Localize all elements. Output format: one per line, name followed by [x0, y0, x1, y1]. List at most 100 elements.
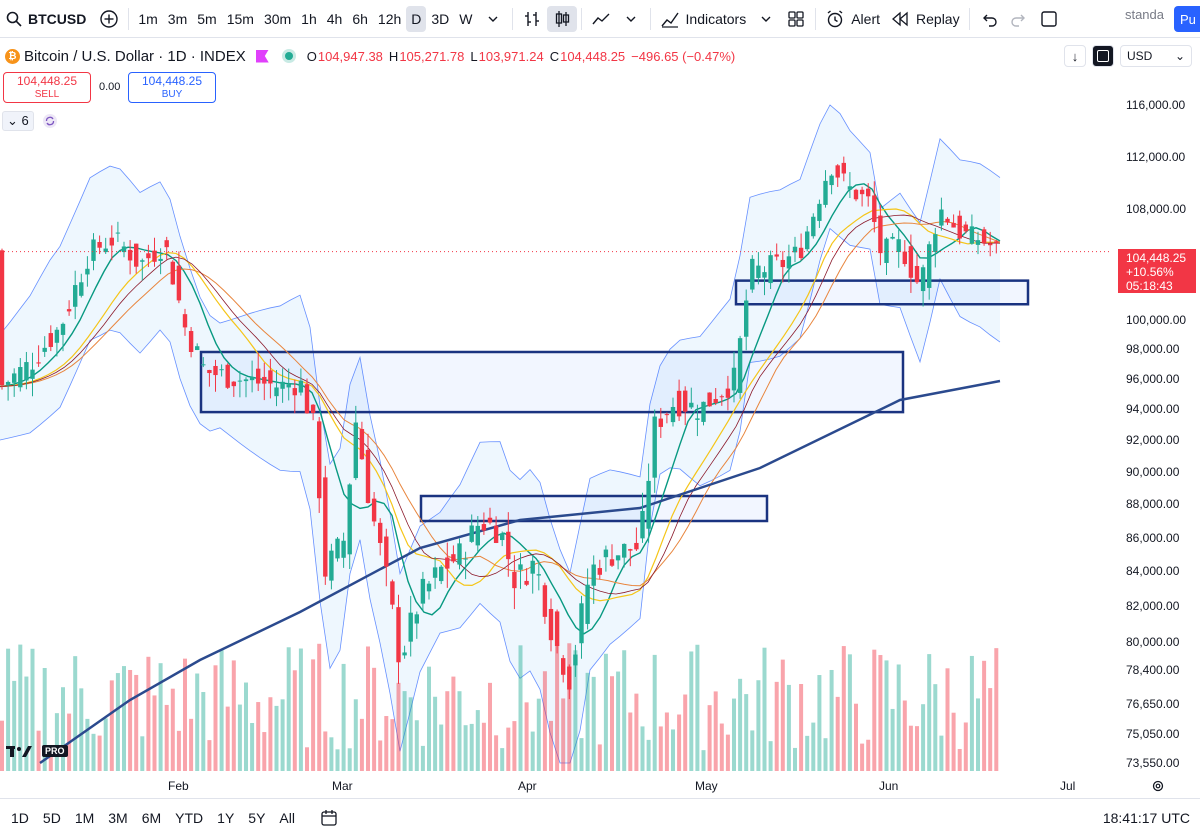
- range-group: 1D 5D 1M 3M 6M YTD 1Y 5Y All: [4, 810, 302, 826]
- price-tick: 78,400.00: [1126, 663, 1180, 677]
- range-ytd[interactable]: YTD: [175, 810, 204, 826]
- interval-5m[interactable]: 5m: [197, 10, 217, 27]
- candle-body: [243, 379, 249, 382]
- candle-body: [835, 165, 840, 178]
- interval-15m[interactable]: 15m: [226, 10, 254, 27]
- publish-button[interactable]: Pu: [1174, 6, 1200, 32]
- volume-bar: [115, 673, 120, 771]
- candle-body: [256, 368, 261, 384]
- candle-body: [939, 209, 944, 226]
- candles-style-button[interactable]: [546, 5, 577, 32]
- interval-1m[interactable]: 1m: [138, 10, 158, 27]
- volume-bar: [61, 687, 65, 771]
- ma-slow-line: [0, 221, 1001, 587]
- price-chart[interactable]: [0, 38, 1112, 776]
- volume-bar: [555, 642, 560, 771]
- range-5d[interactable]: 5D: [42, 810, 61, 826]
- candle-body: [54, 329, 60, 343]
- range-5y[interactable]: 5Y: [248, 810, 266, 826]
- price-axis[interactable]: 116,000.00112,000.00108,000.00104,000.00…: [1112, 38, 1200, 798]
- volume-bar: [664, 712, 669, 771]
- candle-body: [622, 543, 627, 558]
- layout-name[interactable]: standa: [1124, 7, 1164, 22]
- layouts-button[interactable]: [781, 6, 811, 32]
- undo-button[interactable]: [974, 6, 1004, 32]
- candle-body: [5, 381, 11, 385]
- replay-button[interactable]: Replay: [885, 6, 965, 32]
- symbol-title[interactable]: Bitcoin / U.S. Dollar · 1D · INDEX: [24, 47, 246, 65]
- redo-icon: [1010, 14, 1025, 27]
- volume-bar: [762, 647, 767, 771]
- range-3m[interactable]: 3M: [108, 810, 128, 826]
- indicators-collapse-button[interactable]: ⌄ 6: [2, 111, 34, 131]
- candle-body: [841, 162, 846, 174]
- volume-bar: [549, 720, 553, 771]
- bottom-bar: 1D 5D 1M 3M 6M YTD 1Y 5Y All 18:41:17 UTC: [0, 798, 1200, 837]
- range-1y[interactable]: 1Y: [217, 810, 235, 826]
- interval-6h[interactable]: 6h: [352, 10, 368, 27]
- redo-button[interactable]: [1004, 6, 1034, 32]
- interval-3m[interactable]: 3m: [167, 10, 188, 27]
- candle-body: [963, 224, 968, 232]
- candle-body: [658, 418, 663, 427]
- gear-icon[interactable]: [1151, 779, 1165, 793]
- interval-w[interactable]: W: [459, 10, 473, 27]
- range-1d[interactable]: 1D: [11, 810, 29, 826]
- candle-body: [945, 218, 950, 223]
- volume-bar: [573, 650, 578, 771]
- symbol-search[interactable]: BTCUSD: [0, 0, 94, 38]
- candle-body: [30, 369, 35, 379]
- interval-1h[interactable]: 1h: [301, 10, 317, 27]
- candle-body: [79, 282, 84, 296]
- line-tool-dropdown[interactable]: [616, 6, 646, 32]
- currency-select[interactable]: USD ⌄: [1120, 45, 1192, 67]
- toolbar-divider: [580, 7, 582, 30]
- refresh-icon[interactable]: [42, 113, 58, 129]
- volume-bar: [890, 708, 895, 771]
- calendar-icon[interactable]: [320, 809, 338, 827]
- volume-bar: [671, 729, 675, 771]
- chevron-down-icon: [761, 16, 771, 22]
- candle-body: [262, 376, 267, 384]
- flag-icon[interactable]: [255, 49, 269, 63]
- compare-symbol-button[interactable]: [94, 6, 124, 32]
- interval-4h[interactable]: 4h: [326, 10, 343, 27]
- candle-body: [585, 584, 590, 624]
- sell-button[interactable]: 104,448.25 SELL: [3, 72, 91, 103]
- candle-body: [573, 654, 578, 666]
- chart-toggle-button[interactable]: [1092, 45, 1114, 67]
- volume-bar: [237, 704, 242, 771]
- candle-body: [561, 658, 566, 675]
- candle-body: [530, 560, 535, 574]
- interval-d[interactable]: D: [406, 5, 427, 32]
- alert-button[interactable]: Alert: [820, 6, 885, 32]
- scroll-down-button[interactable]: ↓: [1064, 45, 1086, 67]
- buy-button[interactable]: 104,448.25 BUY: [128, 72, 216, 103]
- volume-bar: [695, 644, 700, 771]
- open-label: O: [306, 48, 317, 64]
- indicators-dropdown[interactable]: [751, 6, 781, 32]
- line-tool-button[interactable]: [586, 6, 616, 32]
- interval-30m[interactable]: 30m: [263, 10, 292, 27]
- interval-12h[interactable]: 12h: [377, 10, 402, 27]
- interval-3d[interactable]: 3D: [431, 10, 450, 27]
- utc-clock[interactable]: 18:41:17 UTC: [1102, 810, 1190, 826]
- range-1m[interactable]: 1M: [74, 810, 95, 826]
- indicators-button[interactable]: Indicators: [655, 6, 752, 32]
- top-toolbar: BTCUSD 1m 3m 5m 15m 30m 1h 4h 6h 12h D 3D W Indicat…: [0, 0, 1200, 38]
- range-all[interactable]: All: [279, 810, 295, 826]
- buy-price: 104,448.25: [141, 74, 203, 88]
- buy-label: BUY: [161, 89, 183, 100]
- bars-style-button[interactable]: [517, 6, 547, 32]
- candle-body: [158, 258, 163, 261]
- volume-bar: [97, 735, 102, 771]
- volume-bar: [353, 699, 358, 771]
- toolbar-divider: [815, 7, 817, 30]
- interval-dropdown[interactable]: [478, 6, 508, 32]
- volume-bar: [677, 714, 682, 771]
- time-axis[interactable]: Feb Mar Apr May Jun Jul: [0, 776, 1112, 798]
- volume-bar: [164, 704, 169, 771]
- fullscreen-button[interactable]: [1034, 6, 1064, 32]
- range-6m[interactable]: 6M: [141, 810, 162, 826]
- candle-body: [786, 256, 792, 269]
